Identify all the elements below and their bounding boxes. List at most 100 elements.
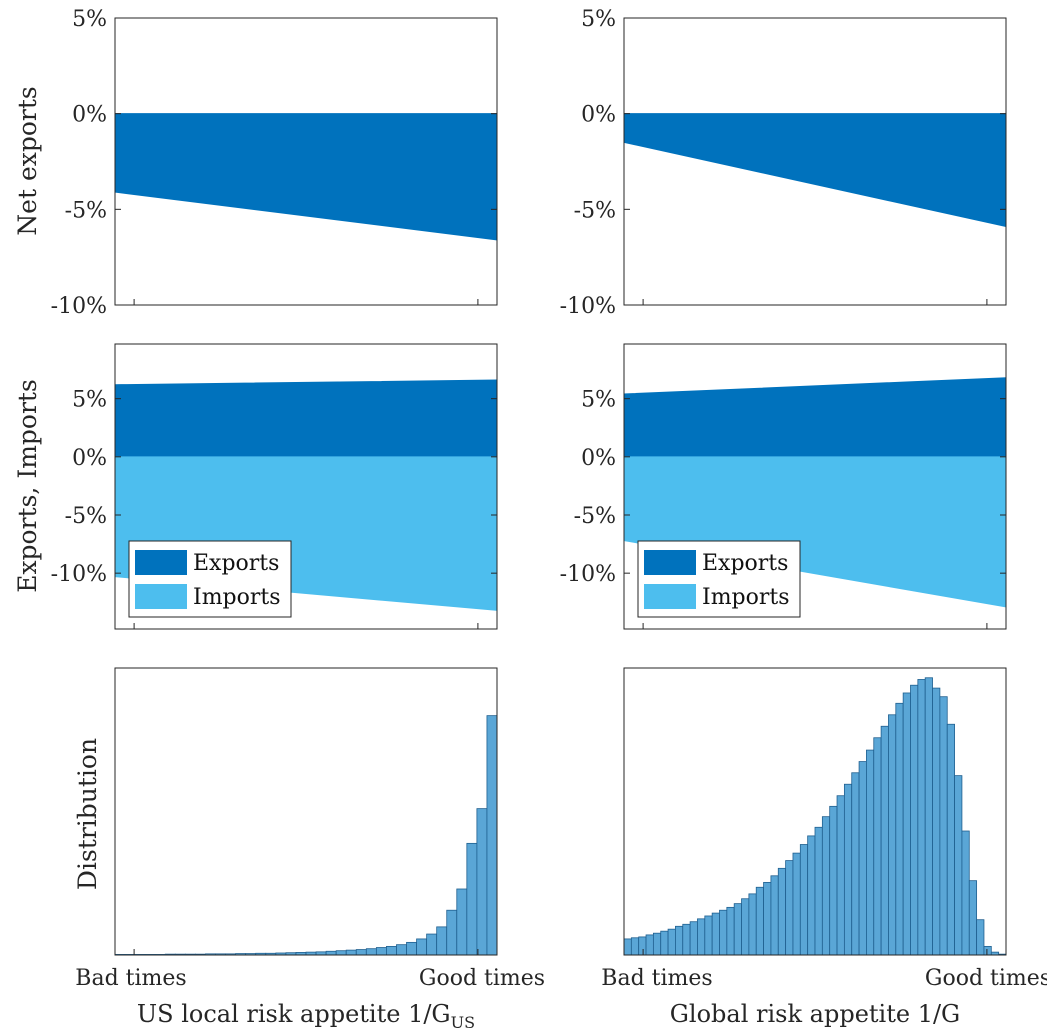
dist_right-bar bbox=[763, 881, 772, 956]
net_left-frame bbox=[114, 17, 498, 306]
dist_right-bar bbox=[866, 749, 875, 956]
dist_right-bar bbox=[807, 835, 816, 956]
exim_left-exports-area bbox=[114, 379, 498, 458]
dist_left-bar bbox=[355, 949, 367, 956]
legend-swatch-exports bbox=[644, 550, 696, 575]
dist_right-bar bbox=[704, 915, 713, 956]
dist_right-bar bbox=[697, 918, 706, 956]
exim_left-ytick-label: -10% bbox=[51, 562, 107, 587]
dist_right-bar bbox=[814, 826, 823, 956]
dist_right-bar bbox=[792, 852, 801, 956]
legend-label-exports: Exports bbox=[193, 551, 279, 576]
dist_left-bar bbox=[325, 950, 337, 956]
exim_right-ytick-label: 5% bbox=[581, 388, 616, 413]
dist_left-bar bbox=[446, 909, 458, 956]
legend-swatch-imports bbox=[644, 584, 696, 609]
dist_right-bar bbox=[638, 936, 647, 956]
dist_left-bar bbox=[406, 941, 417, 956]
dist_right-bar bbox=[843, 783, 853, 956]
net_left-ytick-label: -10% bbox=[51, 294, 107, 319]
exim_right-legend: Exports Imports bbox=[637, 540, 801, 618]
dist_right-bar bbox=[785, 860, 794, 956]
dist_right-bar bbox=[755, 886, 764, 956]
dist_left-bar bbox=[396, 944, 407, 956]
exim_left-ytick-label: 0% bbox=[72, 446, 107, 471]
row-label-net-exports: Net exports bbox=[13, 86, 42, 235]
dist_left-bar bbox=[386, 945, 397, 956]
exim_right-exports-area bbox=[623, 377, 1007, 458]
dist_right-bar bbox=[675, 925, 684, 956]
net_left-ytick-label: -5% bbox=[65, 198, 107, 223]
dist_left-bar bbox=[426, 933, 438, 956]
dist_right-bar bbox=[726, 906, 735, 956]
exim_left-ytick-label: -5% bbox=[65, 504, 107, 529]
xtick-good-times-left: Good times bbox=[419, 966, 545, 991]
dist_left-bar bbox=[345, 949, 357, 956]
dist_right-bar bbox=[895, 702, 904, 956]
dist_right-bar bbox=[946, 723, 955, 956]
dist_left-bar bbox=[436, 926, 448, 956]
exim_right-ytick-label: 0% bbox=[581, 446, 616, 471]
dist_right-bar bbox=[961, 830, 970, 956]
dist_right-bar bbox=[682, 923, 691, 956]
dist_left-frame bbox=[114, 667, 498, 956]
legend-swatch-exports bbox=[135, 550, 187, 575]
net_right-area bbox=[623, 113, 1007, 228]
dist_right-bar bbox=[939, 696, 948, 956]
xtick-bad-times-right: Bad times bbox=[601, 966, 712, 991]
dist_right-bar bbox=[645, 934, 654, 956]
xtick-good-times-right: Good times bbox=[925, 966, 1047, 991]
exim_left-frame bbox=[114, 343, 498, 630]
dist_right-bar bbox=[660, 930, 669, 956]
net_left-area bbox=[114, 113, 498, 241]
dist_right-bar bbox=[821, 816, 831, 956]
net_right-frame bbox=[623, 17, 1007, 306]
net_right-ytick-label: -5% bbox=[574, 198, 616, 223]
exim_left-ytick-label: 5% bbox=[72, 388, 107, 413]
net_right-ytick-label: 5% bbox=[581, 7, 616, 32]
net_left-ytick-label: 5% bbox=[72, 7, 107, 32]
legend-label-imports: Imports bbox=[702, 585, 790, 610]
dist_right-bar bbox=[983, 945, 992, 956]
net_right-ytick-label: 0% bbox=[581, 103, 616, 128]
dist_right-bar bbox=[777, 867, 787, 956]
dist_right-bar bbox=[858, 761, 867, 956]
exim_right-frame bbox=[623, 343, 1007, 630]
dist_right-bar bbox=[888, 714, 897, 956]
xlabel-left: US local risk appetite 1/GUS bbox=[137, 1000, 475, 1032]
dist_right-bar bbox=[711, 912, 720, 956]
dist_right-bar bbox=[623, 938, 632, 956]
dist_right-bar bbox=[910, 684, 919, 956]
dist_right-bar bbox=[741, 898, 750, 956]
dist_right-bar bbox=[719, 909, 728, 956]
dist_right-bar bbox=[630, 937, 640, 956]
net_right-ytick-label: -10% bbox=[560, 294, 616, 319]
dist_left-bar bbox=[476, 808, 488, 956]
dist_right-bar bbox=[748, 893, 757, 956]
dist_left-bar bbox=[466, 842, 478, 956]
legend-swatch-imports bbox=[135, 584, 187, 609]
dist_right-frame bbox=[623, 667, 1007, 956]
dist_right-bar bbox=[689, 921, 698, 956]
dist_right-bar bbox=[932, 687, 941, 956]
dist_right-bar bbox=[976, 919, 985, 956]
dist_right-bar bbox=[968, 880, 978, 956]
row-label-distribution: Distribution bbox=[73, 738, 102, 890]
dist_left-bar bbox=[486, 715, 498, 956]
dist_right-bar bbox=[799, 844, 809, 956]
dist_right-bar bbox=[954, 775, 963, 956]
dist_right-bar bbox=[770, 875, 779, 956]
xlabel-left-subscript: US bbox=[451, 1013, 475, 1032]
dist_right-bar bbox=[851, 772, 860, 956]
legend-label-imports: Imports bbox=[193, 585, 281, 610]
dist_right-bar bbox=[924, 677, 933, 956]
xlabel-left-main: US local risk appetite 1/G bbox=[137, 1000, 451, 1028]
exim_left-legend: Exports Imports bbox=[128, 540, 292, 618]
dist_left-bar bbox=[416, 938, 428, 956]
dist_right-bar bbox=[733, 903, 742, 956]
dist_right-bar bbox=[880, 725, 889, 956]
exim_right-ytick-label: -10% bbox=[560, 562, 616, 587]
dist_right-bar bbox=[667, 928, 676, 956]
dist_left-bar bbox=[365, 948, 377, 956]
